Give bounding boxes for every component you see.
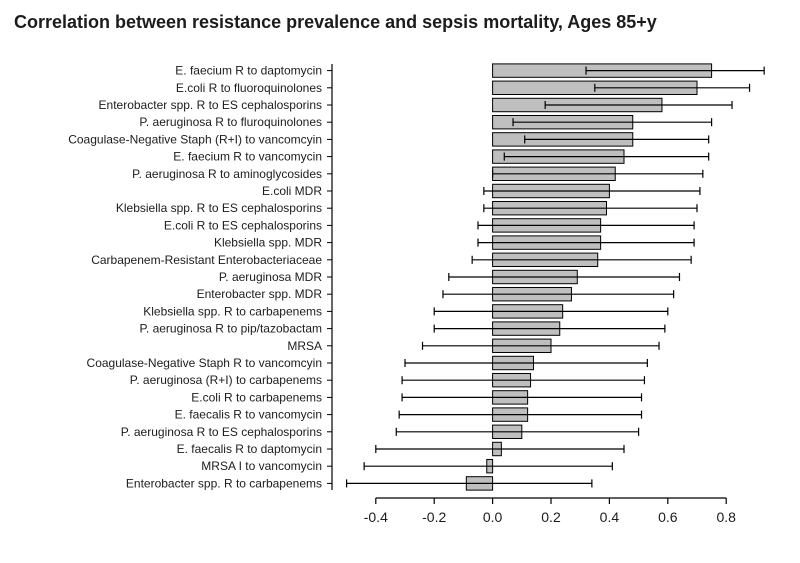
x-tick-label: 0.6 (658, 509, 678, 525)
page-title: Correlation between resistance prevalenc… (14, 12, 657, 33)
row-label: P. aeruginosa R to pip/tazobactam (139, 322, 322, 336)
row-label: P. aeruginosa R to aminoglycosides (132, 167, 322, 181)
row-label: E. faecalis R to daptomycin (177, 442, 322, 456)
x-tick-label: 0.0 (483, 509, 503, 525)
row-label: Klebsiella spp. R to ES cephalosporins (116, 201, 322, 215)
row-label: E.coli R to ES cephalosporins (164, 218, 322, 232)
row-label: E.coli R to carbapenems (191, 390, 322, 404)
row-label: P. aeruginosa R to ES cephalosporins (121, 425, 322, 439)
row-label: E. faecium R to daptomycin (175, 64, 322, 78)
row-label: E. faecium R to vancomycin (173, 150, 322, 164)
chart-area: E. faecium R to daptomycin E.coli R to fl… (0, 42, 800, 562)
x-tick-label: -0.2 (422, 509, 446, 525)
row-label: P. aeruginosa (R+I) to carbapenems (130, 373, 322, 387)
row-label: Enterobacter spp. R to carbapenems (126, 476, 322, 490)
row-label: Klebsiella spp. R to carbapenems (143, 304, 322, 318)
row-label: E.coli R to fluoroquinolones (176, 81, 322, 95)
row-label: P. aeruginosa MDR (219, 270, 323, 284)
row-label: Enterobacter spp. R to ES cephalosporins (99, 98, 322, 112)
x-tick-label: 0.4 (600, 509, 620, 525)
row-label: Coagulase-Negative Staph (R+I) to vancom… (68, 132, 322, 146)
x-tick-label: 0.8 (716, 509, 736, 525)
row-label: MRSA I to vancomycin (201, 459, 322, 473)
row-label: P. aeruginosa R to fluroquinolones (139, 115, 322, 129)
row-label: MRSA (287, 339, 322, 353)
row-label: Enterobacter spp. MDR (197, 287, 323, 301)
row-label: E.coli MDR (262, 184, 322, 198)
x-tick-label: 0.2 (541, 509, 561, 525)
x-tick-label: -0.4 (364, 509, 388, 525)
row-label: Klebsiella spp. MDR (214, 236, 322, 250)
row-label: Coagulase-Negative Staph R to vancomcyin (87, 356, 322, 370)
row-label: E. faecalis R to vancomycin (175, 408, 322, 422)
row-label: Carbapenem-Resistant Enterobacteriaceae (91, 253, 322, 267)
